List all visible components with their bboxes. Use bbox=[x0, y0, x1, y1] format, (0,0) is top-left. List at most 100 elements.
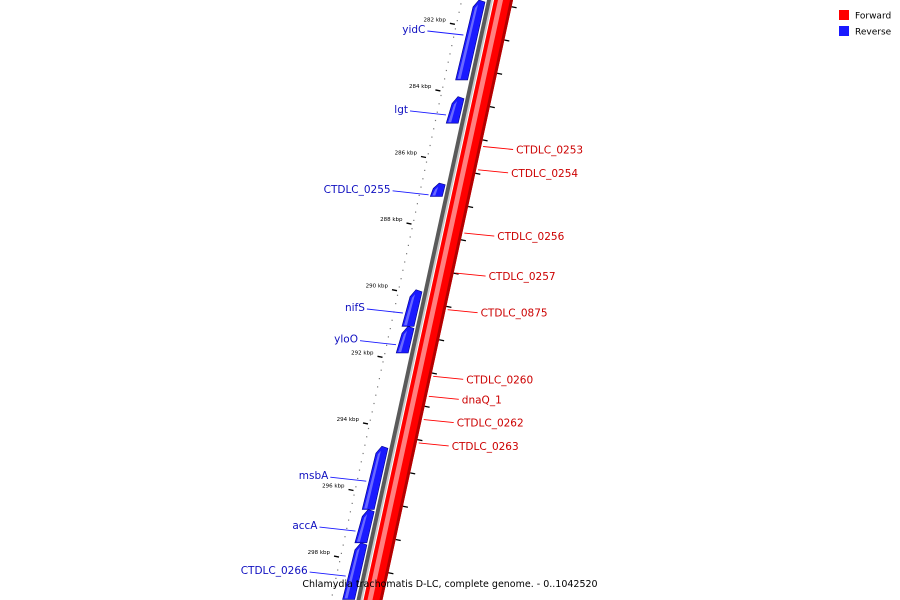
axis-minor-tick bbox=[371, 411, 373, 413]
forward-strand-highlight bbox=[367, 0, 504, 600]
axis-minor-tick bbox=[382, 361, 384, 363]
forward-gene-label: CTDLC_0262 bbox=[457, 418, 524, 430]
axis-minor-tick bbox=[456, 20, 458, 22]
axis-outer-tick bbox=[410, 472, 416, 475]
axis-minor-tick bbox=[349, 511, 351, 513]
axis-outer-tick bbox=[504, 39, 510, 42]
axis-minor-tick bbox=[362, 452, 364, 455]
forward-gene-leader bbox=[418, 442, 449, 447]
axis-minor-tick bbox=[386, 344, 388, 346]
reverse-gene-highlight bbox=[448, 101, 457, 123]
axis-minor-tick bbox=[400, 278, 402, 280]
axis-minor-tick bbox=[377, 386, 379, 388]
axis-minor-tick bbox=[369, 419, 371, 421]
forward-gene-leader bbox=[423, 419, 454, 424]
reverse-gene-highlight bbox=[432, 186, 439, 196]
axis-minor-tick bbox=[387, 336, 389, 338]
axis-minor-tick bbox=[411, 228, 413, 230]
axis-minor-tick bbox=[404, 261, 406, 263]
axis-minor-tick bbox=[444, 78, 446, 80]
axis-minor-tick bbox=[416, 203, 418, 205]
axis-minor-tick bbox=[453, 36, 455, 38]
axis-minor-tick bbox=[415, 211, 417, 213]
axis-minor-tick bbox=[422, 178, 424, 180]
axis-outer-tick bbox=[446, 305, 452, 309]
axis-major-tick bbox=[348, 488, 354, 492]
axis-major-tick bbox=[377, 355, 383, 358]
axis-minor-tick bbox=[360, 461, 362, 463]
axis-minor-tick bbox=[384, 353, 386, 355]
axis-minor-tick bbox=[366, 436, 368, 438]
legend-forward-swatch bbox=[839, 10, 849, 20]
axis-minor-tick bbox=[418, 194, 420, 196]
forward-gene-label: CTDLC_0253 bbox=[516, 145, 583, 157]
axis-minor-tick bbox=[407, 244, 409, 246]
map-caption: Chlamydia trachomatis D-LC, complete gen… bbox=[302, 579, 597, 590]
axis-minor-tick bbox=[340, 552, 342, 554]
axis-tick-label: 290 kbp bbox=[366, 284, 389, 290]
forward-gene-label: CTDLC_0257 bbox=[489, 271, 556, 283]
forward-gene-label: CTDLC_0875 bbox=[481, 308, 548, 320]
axis-minor-tick bbox=[449, 53, 451, 55]
axis-outer-tick bbox=[467, 205, 474, 209]
forward-gene-leader bbox=[478, 169, 509, 174]
legend-forward-label: Forward bbox=[855, 12, 891, 22]
axis-major-tick bbox=[333, 555, 340, 558]
reverse-gene-highlight bbox=[404, 294, 415, 326]
axis-outer-tick bbox=[395, 538, 401, 542]
axis-outer-tick bbox=[431, 372, 438, 375]
reverse-gene-block bbox=[429, 182, 446, 197]
reverse-gene-leader bbox=[330, 476, 367, 482]
axis-minor-tick bbox=[364, 444, 366, 446]
forward-gene-leader bbox=[464, 232, 495, 237]
axis-minor-tick bbox=[339, 561, 341, 563]
axis-tick-label: 288 kbp bbox=[380, 217, 403, 223]
axis-minor-tick bbox=[346, 527, 348, 529]
axis-minor-tick bbox=[458, 11, 460, 13]
axis-tick-label: 284 kbp bbox=[409, 84, 432, 90]
forward-strand-shadow bbox=[379, 0, 514, 600]
reverse-gene-highlight bbox=[344, 547, 360, 599]
axis-minor-tick bbox=[375, 394, 377, 396]
reverse-gene-highlight bbox=[398, 330, 407, 352]
axis-outer-tick bbox=[496, 72, 503, 75]
reverse-track-grey bbox=[356, 0, 493, 600]
axis-minor-tick bbox=[335, 577, 337, 579]
reverse-gene-highlight bbox=[364, 450, 381, 509]
forward-gene-label: CTDLC_0256 bbox=[497, 231, 564, 243]
axis-minor-tick bbox=[424, 169, 426, 171]
axis-minor-tick bbox=[396, 294, 399, 296]
axis-minor-tick bbox=[367, 427, 370, 430]
axis-minor-tick bbox=[395, 303, 397, 305]
axis-minor-tick bbox=[409, 236, 411, 238]
axis-minor-tick bbox=[425, 161, 428, 163]
axis-minor-tick bbox=[333, 586, 335, 588]
axis-minor-tick bbox=[427, 153, 429, 155]
axis-outer-tick bbox=[475, 172, 481, 175]
axis-tick-label: 292 kbp bbox=[351, 350, 374, 356]
axis-minor-tick bbox=[398, 286, 400, 288]
axis-minor-tick bbox=[348, 519, 350, 521]
axis-minor-tick bbox=[460, 3, 462, 5]
axis-minor-tick bbox=[433, 128, 435, 130]
forward-gene-label: CTDLC_0254 bbox=[511, 168, 578, 180]
axis-minor-tick bbox=[389, 328, 391, 330]
axis-minor-tick bbox=[355, 486, 357, 488]
reverse-gene-highlight bbox=[356, 514, 368, 542]
reverse-gene-label: yloO bbox=[334, 334, 358, 346]
axis-outer-tick bbox=[460, 239, 467, 242]
axis-major-tick bbox=[435, 89, 441, 92]
axis-minor-tick bbox=[378, 378, 380, 380]
axis-minor-tick bbox=[342, 544, 344, 546]
axis-tick-label: 298 kbp bbox=[308, 550, 331, 556]
axis-minor-tick bbox=[331, 594, 333, 596]
axis-major-tick bbox=[362, 422, 369, 425]
forward-gene-label: CTDLC_0263 bbox=[452, 441, 519, 453]
reverse-gene-leader bbox=[359, 340, 397, 346]
axis-minor-tick bbox=[353, 494, 355, 496]
axis-major-tick bbox=[391, 289, 398, 292]
axis-minor-tick bbox=[434, 119, 437, 122]
legend: Forward Reverse bbox=[839, 10, 892, 38]
reverse-gene-leader bbox=[366, 308, 403, 314]
axis-minor-tick bbox=[438, 103, 440, 105]
